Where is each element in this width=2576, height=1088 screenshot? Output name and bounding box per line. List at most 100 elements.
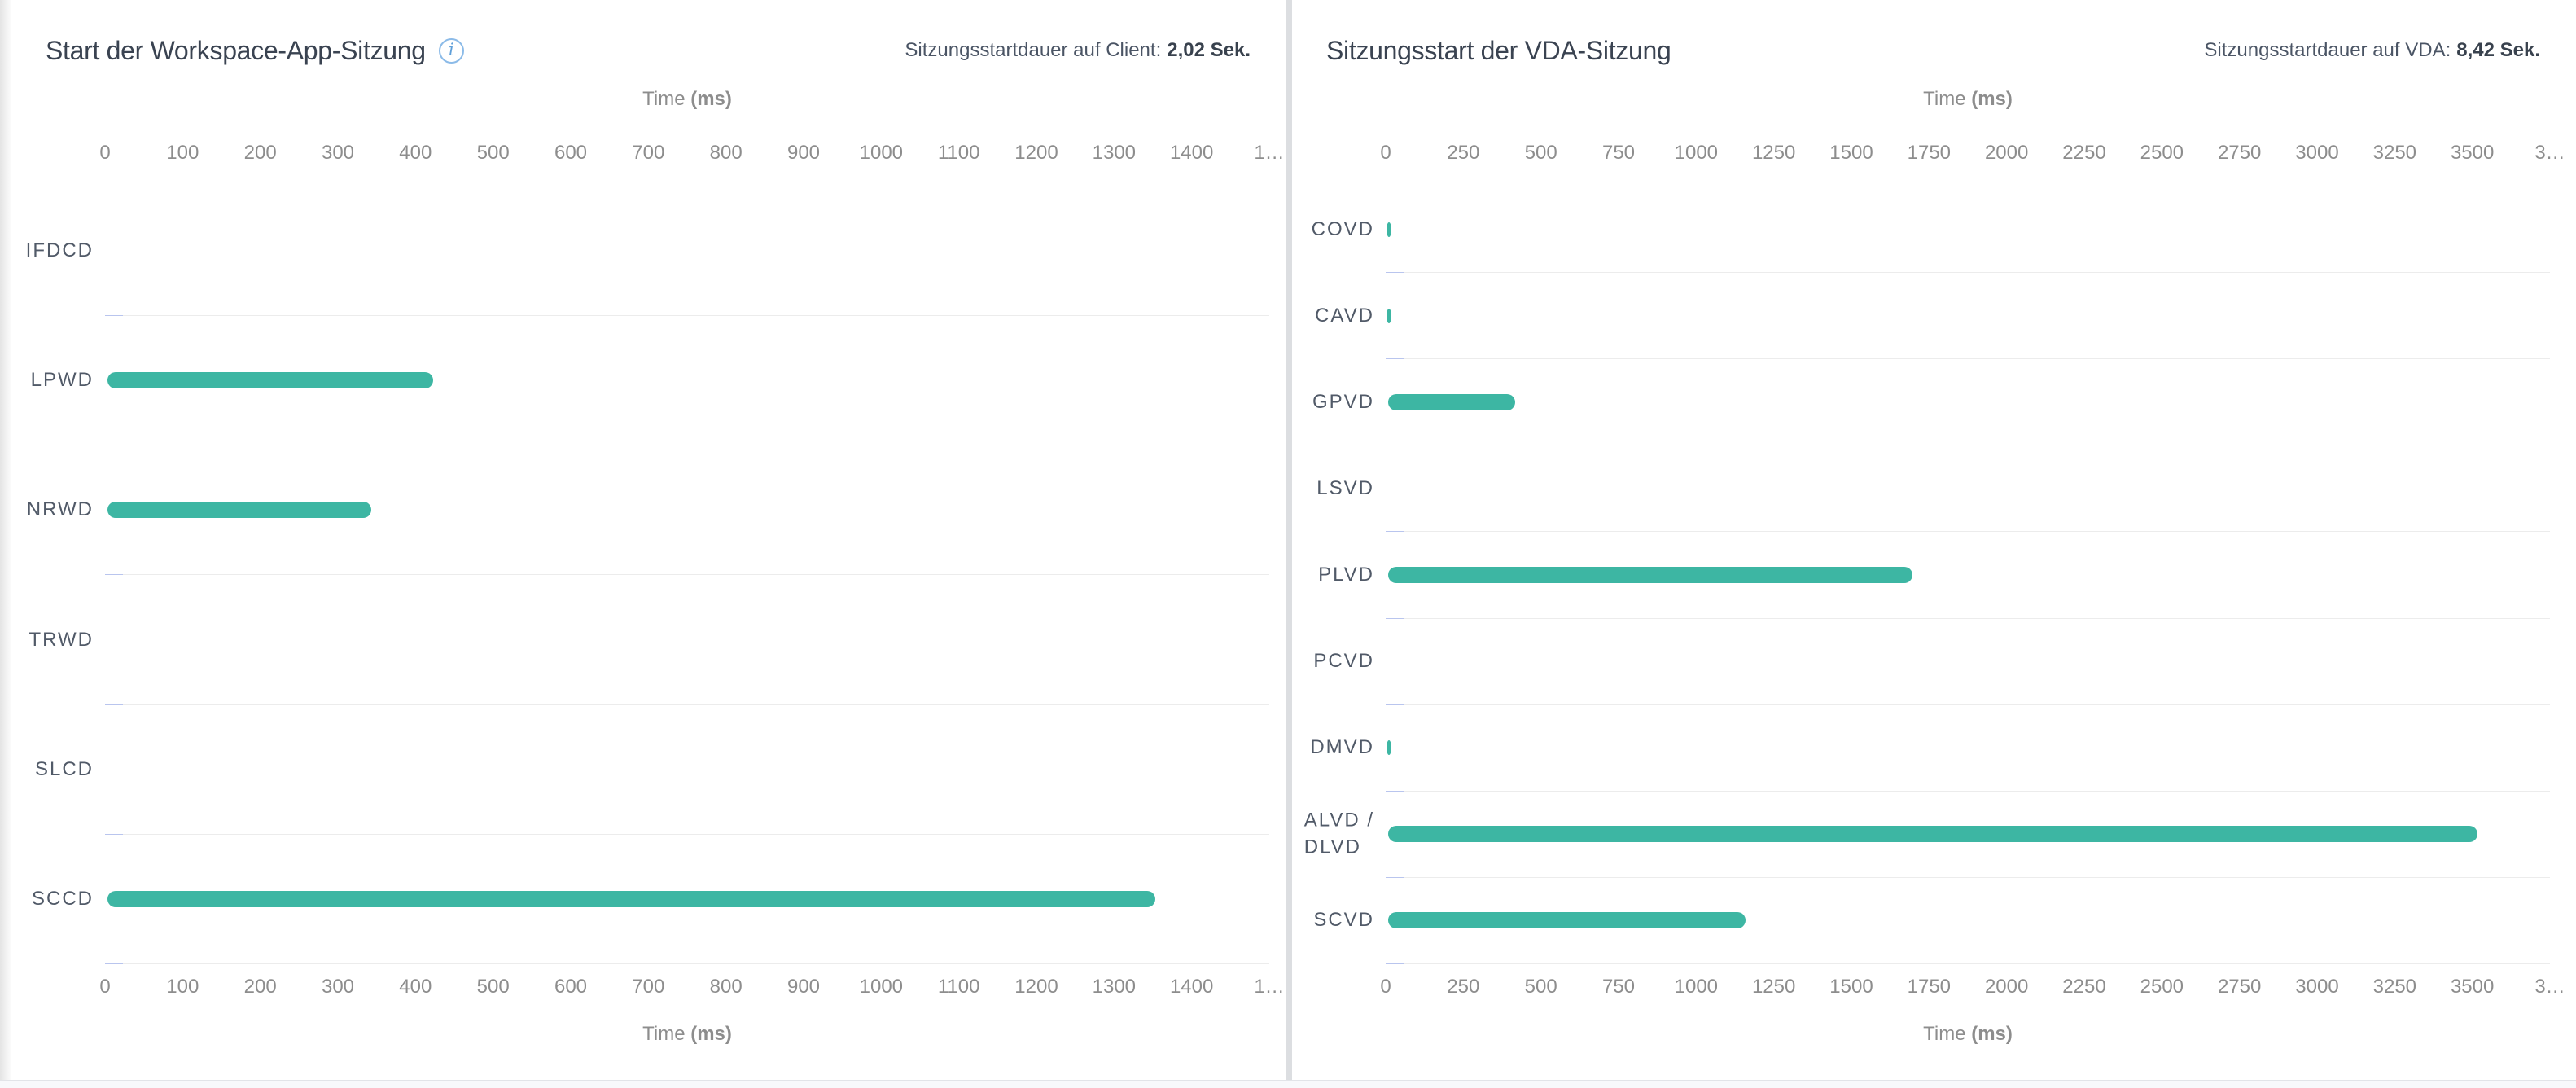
tick-label: 2000 xyxy=(1984,975,2029,998)
duration-bar-nrwd[interactable] xyxy=(107,502,372,519)
chart-row-sccd: SCCD xyxy=(32,835,1269,963)
x-axis-title-text: Time xyxy=(1923,1022,1972,1045)
tick-label: 1400 xyxy=(1169,142,1214,164)
duration-label: Sitzungsstartdauer auf VDA: xyxy=(2204,39,2451,61)
chart-row-lpwd: LPWD xyxy=(31,316,1269,445)
chart-row-cavd: CAVD xyxy=(1315,273,2550,358)
tick-label: 1000 xyxy=(1674,975,1719,998)
tick-label: 900 xyxy=(786,975,821,998)
duration-bar-cavd[interactable] xyxy=(1387,308,1391,323)
duration-bar-alvd-dlvd[interactable] xyxy=(1388,826,2478,843)
tick-label: 1… xyxy=(1254,142,1285,164)
tick-label: 500 xyxy=(476,975,510,998)
chart-row-trwd: TRWD xyxy=(28,575,1269,704)
category-label-dmvd: DMVD xyxy=(1310,736,1374,759)
tick-label: 1750 xyxy=(1907,142,1952,164)
row-separator xyxy=(1386,876,2550,878)
tick-label: 1000 xyxy=(859,975,904,998)
chart-row-plvd: PLVD xyxy=(1318,532,2550,617)
page-left-edge xyxy=(0,0,11,1080)
duration-bar-plvd[interactable] xyxy=(1388,566,1913,583)
x-axis-title-text: Time xyxy=(1923,88,1972,110)
chart-row-scvd: SCVD xyxy=(1313,878,2550,963)
chart-row-covd: COVD xyxy=(1312,186,2550,272)
row-separator xyxy=(1386,531,2550,533)
row-separator xyxy=(105,833,1269,835)
tick-label: 1100 xyxy=(937,142,980,164)
tick-label: 1000 xyxy=(1674,142,1719,164)
tick-label: 2000 xyxy=(1984,142,2029,164)
tick-label: 1100 xyxy=(937,975,980,998)
category-label-sccd: SCCD xyxy=(31,887,94,910)
tick-label: 100 xyxy=(166,975,199,998)
tick-label: 3000 xyxy=(2295,142,2339,164)
duration-bar-scvd[interactable] xyxy=(1388,912,1746,929)
x-axis-title-unit: (ms) xyxy=(1971,88,2013,110)
duration-bar-gpvd[interactable] xyxy=(1388,393,1516,410)
tick-label: 3250 xyxy=(2372,975,2417,998)
tick-label: 800 xyxy=(709,975,743,998)
tick-label: 750 xyxy=(1601,142,1636,164)
vda-session-chart: Time (ms) 0 250 500 750 1000 1250 1500 1750 2000 2… xyxy=(1292,86,2576,1047)
tick-label: 700 xyxy=(632,975,665,998)
tick-label: 2500 xyxy=(2140,142,2184,164)
tick-label: 3500 xyxy=(2450,142,2495,164)
tick-label: 200 xyxy=(243,975,277,998)
tick-label: 500 xyxy=(476,142,510,164)
info-icon[interactable]: i xyxy=(438,37,464,64)
tick-label: 0 xyxy=(1380,142,1391,164)
tick-label: 3250 xyxy=(2372,142,2417,164)
x-axis-title-unit: (ms) xyxy=(690,88,732,110)
card-header: Sitzungsstart der VDA-Sitzung Sitzungsst… xyxy=(1292,0,2576,68)
category-label-pcvd: PCVD xyxy=(1313,649,1374,672)
category-label-scvd: SCVD xyxy=(1313,909,1374,932)
chart-row-gpvd: GPVD xyxy=(1312,359,2550,445)
x-axis-title-unit: (ms) xyxy=(690,1022,732,1045)
duration-bar-dmvd[interactable] xyxy=(1387,740,1391,756)
row-separator xyxy=(105,315,1269,317)
tick-label: 2250 xyxy=(2062,142,2106,164)
tick-label: 600 xyxy=(554,142,588,164)
tick-label: 3000 xyxy=(2295,975,2339,998)
row-separator xyxy=(1386,704,2550,705)
x-axis-title-unit: (ms) xyxy=(1971,1022,2013,1045)
tick-label: 500 xyxy=(1524,142,1557,164)
tick-label: 200 xyxy=(243,142,277,164)
row-separator xyxy=(1386,790,2550,792)
x-axis-title-top: Time (ms) xyxy=(105,86,1269,112)
chart-rows: COVD CAVD GPVD LSVD PLVD PCVD DMVD ALVD / DLVD SC… xyxy=(1304,186,2550,964)
tick-label: 400 xyxy=(399,975,432,998)
chart-row-ifdcd: IFDCD xyxy=(26,186,1269,315)
category-label-plvd: PLVD xyxy=(1318,563,1374,586)
tick-label: 300 xyxy=(321,975,355,998)
page-bottom-strip xyxy=(0,1080,2576,1088)
chart-card-vda-session: Sitzungsstart der VDA-Sitzung Sitzungsst… xyxy=(1292,0,2576,1080)
tick-label: 0 xyxy=(99,142,111,164)
tick-label: 700 xyxy=(632,142,665,164)
client-session-duration: Sitzungsstartdauer auf Client: 2,02 Sek. xyxy=(905,39,1251,62)
category-label-covd: COVD xyxy=(1311,217,1374,240)
duration-bar-lpwd[interactable] xyxy=(107,372,434,389)
tick-label: 1000 xyxy=(859,142,904,164)
duration-bar-covd[interactable] xyxy=(1387,222,1391,237)
row-separator xyxy=(1386,963,2550,964)
tick-label: 1200 xyxy=(1014,142,1058,164)
category-label-gpvd: GPVD xyxy=(1312,390,1374,413)
tick-label: 1400 xyxy=(1169,975,1214,998)
tick-label: 1… xyxy=(1254,975,1285,998)
duration-value: 2,02 Sek. xyxy=(1167,39,1251,61)
category-label-lsvd: LSVD xyxy=(1316,476,1374,499)
tick-label: 1300 xyxy=(1092,142,1137,164)
tick-label: 750 xyxy=(1601,975,1636,998)
tick-label: 800 xyxy=(709,142,743,164)
category-label-alvd-dlvd: ALVD / DLVD xyxy=(1303,809,1374,858)
duration-bar-sccd[interactable] xyxy=(107,890,1155,907)
card-divider xyxy=(1286,0,1292,1080)
chart-title: Start der Workspace-App-Sitzung xyxy=(46,35,426,65)
vda-session-duration: Sitzungsstartdauer auf VDA: 8,42 Sek. xyxy=(2204,39,2540,62)
tick-label: 0 xyxy=(99,975,111,998)
tick-label: 1500 xyxy=(1829,975,1873,998)
info-icon-glyph: i xyxy=(448,39,454,59)
tick-label: 3… xyxy=(2534,142,2565,164)
